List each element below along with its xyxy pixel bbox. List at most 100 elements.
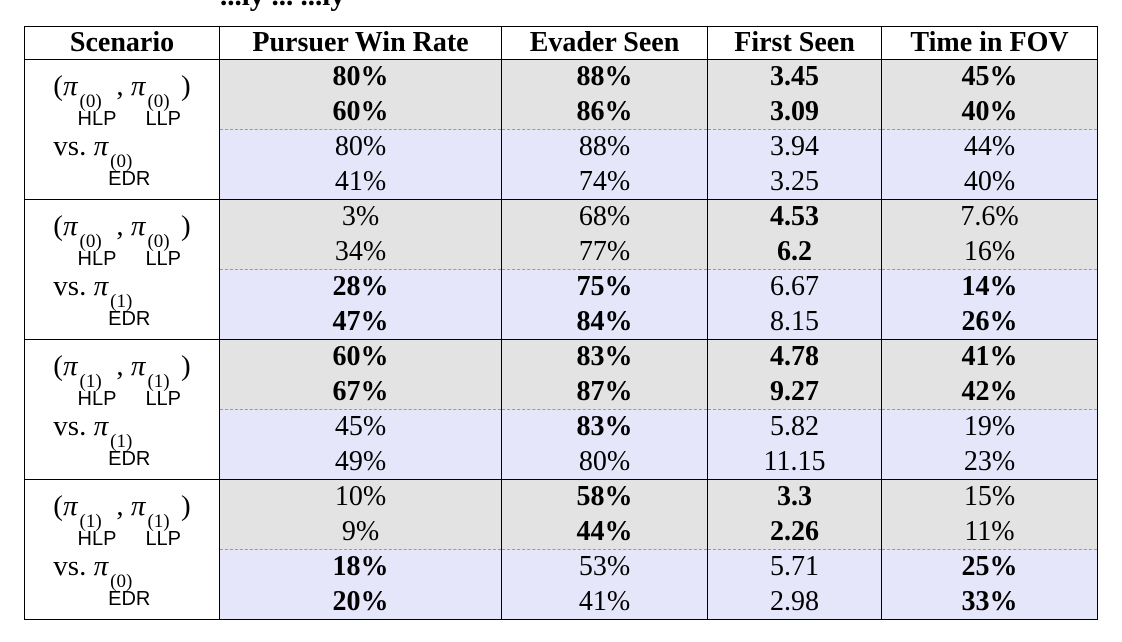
scenario-label: (π (1) HLP, π (1) LLP) vs. π (1) EDR — [53, 351, 190, 469]
hlp-annotation: (0) HLP — [78, 92, 117, 129]
cell-evader-seen: 88% — [501, 129, 708, 165]
cell-pursuer-win-rate: 67% — [219, 374, 502, 410]
col-header-evader-seen: Evader Seen — [501, 26, 708, 60]
hlp-level: (0) — [79, 230, 102, 252]
cell-pursuer-win-rate: 60% — [219, 94, 502, 130]
pi-symbol: π — [62, 349, 78, 382]
table-row: 49% 80% 11.15 23% — [25, 444, 1098, 480]
edr-subscript: EDR — [108, 167, 151, 190]
scenario-label: (π (1) HLP, π (1) LLP) vs. π (0) EDR — [53, 491, 190, 609]
cell-first-seen: 5.71 — [707, 549, 882, 585]
cell-pursuer-win-rate: 3% — [219, 199, 502, 235]
cell-time-in-fov: 7.6% — [881, 199, 1098, 235]
hlp-level: (1) — [79, 510, 102, 532]
table-row: (π (1) HLP, π (1) LLP) vs. π (1) EDR 60% 83% 4.78 4… — [24, 339, 1098, 480]
edr-subscript: EDR — [108, 587, 151, 610]
hlp-subscript: HLP — [77, 387, 117, 410]
cell-pursuer-win-rate: 49% — [219, 444, 502, 480]
cell-evader-seen: 41% — [501, 584, 708, 620]
pi-symbol: π — [93, 129, 109, 162]
cell-pursuer-win-rate: 80% — [219, 59, 502, 95]
vs-label: vs. — [53, 129, 87, 162]
vs-label: vs. — [53, 549, 87, 582]
edr-annotation: (0) EDR — [108, 152, 150, 189]
llp-subscript: LLP — [145, 387, 182, 410]
cell-pursuer-win-rate: 10% — [219, 479, 502, 515]
cell-time-in-fov: 44% — [881, 129, 1098, 165]
cell-pursuer-win-rate: 28% — [219, 269, 502, 305]
cell-first-seen: 8.15 — [707, 304, 882, 340]
scenario-opponent: vs. π (0) EDR — [53, 131, 190, 189]
edr-annotation: (0) EDR — [108, 572, 150, 609]
cell-pursuer-win-rate: 47% — [219, 304, 502, 340]
cell-evader-seen: 83% — [501, 409, 708, 445]
hlp-subscript: HLP — [77, 527, 117, 550]
table-row: 45% 83% 5.82 19% — [25, 409, 1098, 445]
edr-level: (1) — [110, 290, 133, 312]
llp-level: (0) — [147, 230, 170, 252]
table-row: 20% 41% 2.98 33% — [25, 584, 1098, 620]
scenario-cell: (π (0) HLP, π (0) LLP) vs. π (1) EDR — [24, 199, 220, 340]
llp-annotation: (0) LLP — [145, 232, 181, 269]
cell-pursuer-win-rate: 60% — [219, 339, 502, 375]
table-row: 60% 86% 3.09 40% — [25, 94, 1098, 130]
cell-time-in-fov: 26% — [881, 304, 1098, 340]
scenario-label: (π (0) HLP, π (0) LLP) vs. π (0) EDR — [53, 71, 190, 189]
scenario-cell: (π (1) HLP, π (1) LLP) vs. π (0) EDR — [24, 479, 220, 620]
table-row: 18% 53% 5.71 25% — [25, 549, 1098, 585]
table-row: (π (0) HLP, π (0) LLP) vs. π (0) EDR 80% 88% 3.45 4… — [24, 59, 1098, 200]
pi-symbol: π — [130, 209, 146, 242]
cell-first-seen: 3.09 — [707, 94, 882, 130]
cell-first-seen: 2.26 — [707, 514, 882, 550]
cell-evader-seen: 86% — [501, 94, 708, 130]
scenario-policy-pair: (π (1) HLP, π (1) LLP) — [53, 489, 191, 550]
llp-annotation: (1) LLP — [145, 372, 181, 409]
cell-time-in-fov: 45% — [881, 59, 1098, 95]
cell-time-in-fov: 33% — [881, 584, 1098, 620]
col-header-time-in-fov: Time in FOV — [881, 26, 1098, 60]
edr-annotation: (1) EDR — [108, 292, 150, 329]
pi-symbol: π — [62, 489, 78, 522]
hlp-annotation: (1) HLP — [78, 512, 117, 549]
pi-symbol: π — [130, 69, 146, 102]
hlp-annotation: (0) HLP — [78, 232, 117, 269]
scenario-policy-pair: (π (1) HLP, π (1) LLP) — [53, 349, 191, 410]
table-row: (π (0) HLP, π (0) LLP) vs. π (1) EDR 3% 68% 4.53 7.… — [24, 199, 1098, 340]
cell-time-in-fov: 25% — [881, 549, 1098, 585]
cell-evader-seen: 84% — [501, 304, 708, 340]
hlp-level: (1) — [79, 370, 102, 392]
cell-first-seen: 6.2 — [707, 234, 882, 270]
cell-time-in-fov: 40% — [881, 94, 1098, 130]
cell-first-seen: 3.3 — [707, 479, 882, 515]
scenario-cell: (π (0) HLP, π (0) LLP) vs. π (0) EDR — [24, 59, 220, 200]
cell-evader-seen: 53% — [501, 549, 708, 585]
col-header-pursuer-win-rate: Pursuer Win Rate — [219, 26, 502, 60]
cell-evader-seen: 77% — [501, 234, 708, 270]
llp-annotation: (0) LLP — [145, 92, 181, 129]
edr-subscript: EDR — [108, 447, 151, 470]
cell-first-seen: 4.78 — [707, 339, 882, 375]
cell-first-seen: 11.15 — [707, 444, 882, 480]
edr-level: (1) — [110, 430, 133, 452]
cell-first-seen: 3.25 — [707, 164, 882, 200]
cell-evader-seen: 87% — [501, 374, 708, 410]
pi-symbol: π — [93, 269, 109, 302]
table-row: (π (1) HLP, π (1) LLP) vs. π (0) EDR 10% 58% 3.3 15… — [24, 479, 1098, 620]
llp-subscript: LLP — [145, 527, 182, 550]
cell-evader-seen: 74% — [501, 164, 708, 200]
cell-time-in-fov: 11% — [881, 514, 1098, 550]
cell-first-seen: 5.82 — [707, 409, 882, 445]
table-body: (π (0) HLP, π (0) LLP) vs. π (0) EDR 80% 88% 3.45 4… — [24, 59, 1098, 620]
hlp-subscript: HLP — [77, 107, 117, 130]
edr-level: (0) — [110, 570, 133, 592]
pi-symbol: π — [130, 349, 146, 382]
table-row: 67% 87% 9.27 42% — [25, 374, 1098, 410]
cell-time-in-fov: 40% — [881, 164, 1098, 200]
results-table: Scenario Pursuer Win Rate Evader Seen Fi… — [24, 26, 1098, 620]
col-header-scenario: Scenario — [24, 26, 220, 60]
table-row: 34% 77% 6.2 16% — [25, 234, 1098, 270]
llp-subscript: LLP — [145, 107, 182, 130]
cell-evader-seen: 58% — [501, 479, 708, 515]
table-row: 47% 84% 8.15 26% — [25, 304, 1098, 340]
pi-symbol: π — [130, 489, 146, 522]
